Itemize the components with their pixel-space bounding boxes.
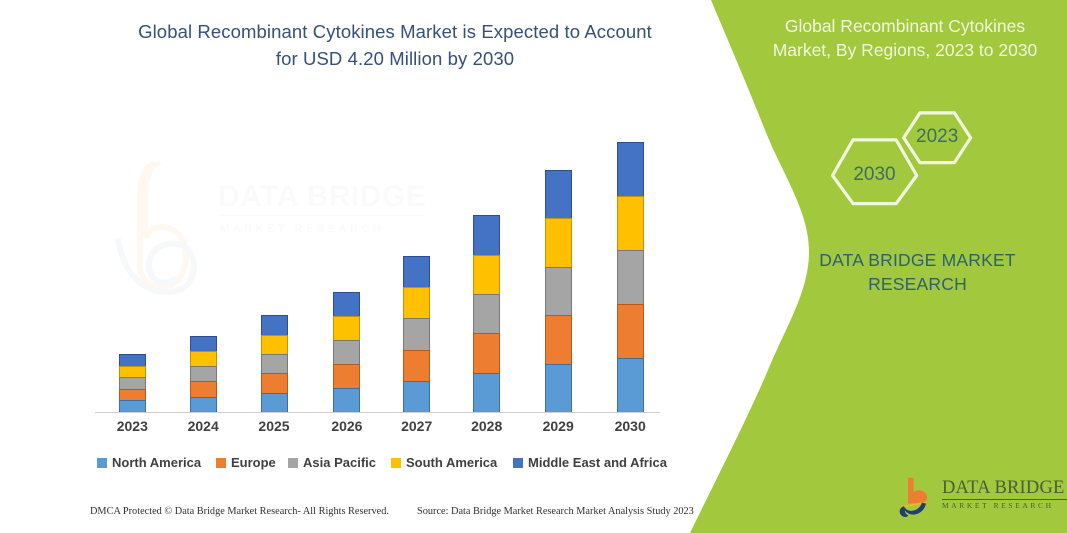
svg-text:2030: 2030 <box>853 164 895 185</box>
svg-text:2023: 2023 <box>916 126 958 147</box>
